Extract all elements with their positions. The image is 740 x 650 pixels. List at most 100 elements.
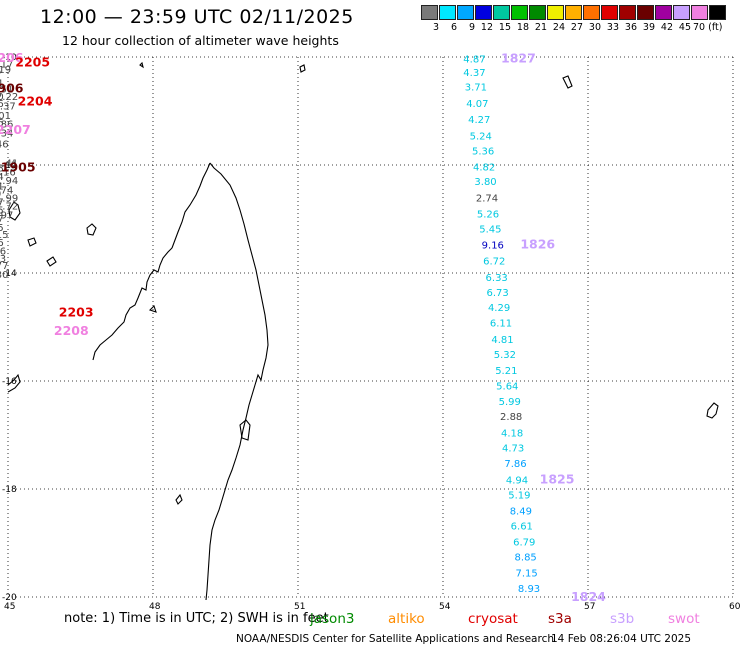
lon-tick-label: 57 — [584, 602, 595, 612]
legend-label: 21 — [534, 22, 547, 33]
wave-height-value: 2.36 — [0, 238, 4, 249]
wave-height-value: 6.72 — [483, 257, 505, 268]
wave-height-value: 1.99 — [0, 193, 18, 204]
legend-label: 42 — [660, 22, 673, 33]
wave-height-value: 7.15 — [516, 569, 538, 580]
pass-labels: 22062205 19062204 2207 1905 2203 2208 1827 1826… — [0, 50, 606, 604]
pass-time-label: 2204 — [18, 93, 53, 108]
wave-height-value: 4.37 — [463, 68, 485, 79]
legend-swatch — [583, 5, 600, 20]
wave-height-value: 1.90 — [0, 189, 1, 200]
legend-label: 70 (ft) — [693, 22, 723, 33]
legend-swatch — [619, 5, 636, 20]
wave-height-value: 4.94 — [506, 475, 528, 486]
wave-height-value: 8.85 — [515, 553, 537, 564]
wave-height-value: 4.81 — [491, 335, 513, 346]
wave-height-value: 4.07 — [466, 99, 488, 110]
legend-label: 6 — [450, 22, 457, 33]
legend-label: 39 — [642, 22, 655, 33]
legend-label: 12 — [480, 22, 493, 33]
legend-labels: 3 6 9 12 15 18 21 24 27 30 33 36 39 42 45 70 (ft) — [421, 22, 727, 33]
legend-swatch — [565, 5, 582, 20]
wave-height-value: 1.74 — [0, 185, 13, 196]
wave-height-value: 1.55 — [0, 205, 4, 216]
wave-height-value: 2.16 — [0, 67, 1, 78]
pass-time-label: 2203 — [59, 304, 94, 319]
wave-height-value: 2.22 — [0, 92, 18, 103]
legend-swatch — [547, 5, 564, 20]
wave-height-value: 1.86 — [0, 119, 13, 130]
wave-height-value: 2.77 — [0, 261, 9, 272]
pass-time-label: 1905 — [1, 160, 36, 175]
legend-label: 3 — [432, 22, 439, 33]
legend-label: 45 — [678, 22, 691, 33]
small-islet-1 — [139, 61, 144, 69]
pass-time-label: 1906 — [0, 80, 24, 95]
wave-height-value: 2.34 — [0, 129, 13, 140]
pass-time-label: 1826 — [520, 236, 555, 251]
wave-height-value: 6.79 — [513, 537, 535, 548]
wave-height-value: 3.71 — [465, 83, 487, 94]
legend-swatch — [475, 5, 492, 20]
wave-height-value: 2.46 — [0, 118, 4, 129]
lon-tick-label: 51 — [294, 602, 305, 612]
wave-height-value: 1.51 — [0, 84, 13, 95]
wave-height-value: 1.30 — [0, 270, 9, 281]
wave-height-value: 4.27 — [468, 115, 490, 126]
graticule-grid — [7, 56, 734, 598]
cargados-islet — [706, 402, 719, 419]
comoros-island-1 — [8, 201, 21, 221]
legend-swatch — [673, 5, 690, 20]
legend-label: 18 — [516, 22, 529, 33]
wave-height-value: 4.87 — [463, 55, 485, 66]
wave-height-value: 1.72 — [0, 202, 18, 213]
wave-height-value: 19 — [0, 65, 11, 76]
coastlines — [7, 61, 719, 601]
lat-tick-label: -16 — [2, 377, 17, 387]
pass-time-label: 2207 — [0, 122, 31, 137]
legend-swatch — [529, 5, 546, 20]
wave-height-value: 2.88 — [500, 412, 522, 423]
wave-height-value: 4.29 — [488, 303, 510, 314]
legend-swatch — [709, 5, 726, 20]
wave-height-value: 5.64 — [496, 381, 518, 392]
wave-height-value: 5.32 — [494, 350, 516, 361]
wave-height-value: 6.11 — [490, 319, 512, 330]
satellite-name: jason3 — [310, 611, 355, 627]
legend-swatches — [421, 5, 727, 20]
lon-tick-label: 60 — [729, 602, 740, 612]
legend-label: 30 — [588, 22, 601, 33]
wave-height-value: 4.18 — [501, 428, 523, 439]
wave-height-value: 1.41 — [0, 158, 18, 169]
lat-tick-label: -14 — [2, 269, 17, 279]
wave-height-value: 4.82 — [473, 163, 495, 174]
agalega-islet — [562, 75, 573, 89]
tromelin-islet — [299, 64, 306, 73]
wave-height-value: 5.99 — [499, 397, 521, 408]
legend-swatch — [511, 5, 528, 20]
legend-swatch — [421, 5, 438, 20]
lat-tick-label: -20 — [2, 593, 17, 603]
legend-swatch — [601, 5, 618, 20]
wave-height-value: 5.24 — [470, 131, 492, 142]
wave-height-value: 1.91 — [0, 78, 4, 89]
wave-height-value: 46 — [0, 139, 9, 150]
wave-height-value: 5.26 — [477, 210, 499, 221]
wave-height-value: 6.73 — [487, 288, 509, 299]
wave-height-value: 1.97 — [0, 211, 13, 222]
satellite-name: s3a — [548, 611, 572, 627]
lon-tick-label: 54 — [439, 602, 451, 612]
wave-height-value: 1.87 — [0, 198, 4, 209]
mayotte-island — [86, 223, 97, 236]
wave-height-value: 1.53 — [0, 254, 6, 265]
wave-height-value: 6.33 — [486, 273, 508, 284]
satellite-name: swot — [668, 611, 700, 627]
wave-height-value: 1.94 — [0, 176, 18, 187]
footer-credit: NOAA/NESDIS Center for Satellite Applica… — [236, 633, 554, 645]
pass-time-label: 2208 — [54, 323, 89, 338]
wave-height-value: 2.01 — [0, 182, 4, 193]
lat-tick-label: -12 — [2, 161, 17, 171]
legend-label: 27 — [570, 22, 583, 33]
legend-swatch — [637, 5, 654, 20]
